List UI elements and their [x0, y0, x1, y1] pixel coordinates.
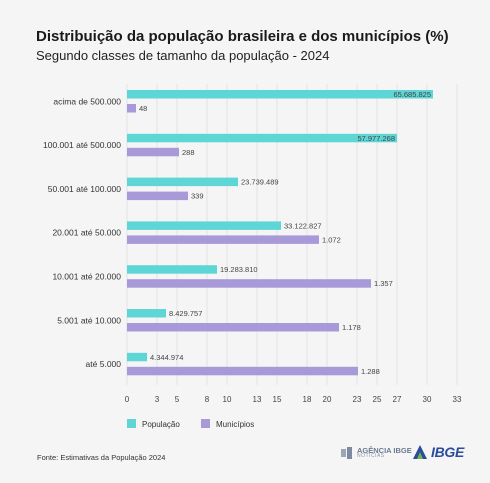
x-tick-label: 18: [303, 395, 312, 404]
category-label: 5.001 até 10.000: [57, 315, 121, 325]
x-tick-label: 8: [205, 395, 210, 404]
chart-title: Distribuição da população brasileira e d…: [36, 28, 449, 45]
bar-municipios: [127, 104, 136, 113]
x-tick-label: 5: [175, 395, 180, 404]
x-tick-label: 33: [453, 395, 462, 404]
data-label: 33.122.827: [284, 221, 322, 230]
agencia-ibge-sub: NOTÍCIAS: [357, 453, 385, 460]
data-label: 57.977.268: [357, 134, 395, 143]
bar-populacao: [127, 90, 433, 99]
data-label: 288: [182, 148, 195, 157]
bar-populacao: [127, 265, 217, 274]
legend-swatch: [201, 419, 210, 428]
bar-populacao: [127, 221, 281, 230]
legend: População Municípios: [127, 419, 254, 429]
bar-municipios: [127, 279, 371, 288]
gridlines: [126, 84, 458, 385]
bar-populacao: [127, 133, 397, 143]
bar-municipios: [127, 191, 188, 201]
agencia-ibge-logo: AGÊNCIA IBGE NOTÍCIAS: [340, 446, 412, 460]
data-label: 1.072: [322, 235, 341, 244]
x-tick-label: 27: [393, 395, 402, 404]
data-labels: 65.685.825 48 57.977.268 288 23.739.489 339 33…: [139, 90, 431, 376]
x-tick-label: 23: [353, 395, 362, 404]
data-label: 23.739.489: [241, 178, 279, 187]
ibge-wordmark: IBGE: [431, 444, 465, 460]
data-label: 48: [139, 104, 147, 113]
data-label: 8.429.757: [169, 309, 202, 318]
category-label: 20.001 até 50.000: [52, 228, 121, 238]
x-tick-label: 13: [253, 395, 262, 404]
category-labels: acima de 500.000 100.001 até 500.000 50.00…: [43, 96, 121, 369]
legend-swatch: [127, 419, 136, 428]
data-label: 1.357: [374, 279, 393, 288]
x-tick-label: 15: [273, 395, 282, 404]
legend-label: Municípios: [216, 420, 254, 429]
data-label: 1.178: [342, 323, 361, 332]
data-label: 339: [191, 192, 204, 201]
data-label: 19.283.810: [220, 265, 258, 274]
bar-municipios: [127, 323, 339, 332]
bars: [127, 90, 433, 376]
bar-populacao: [127, 352, 147, 362]
bar-populacao: [127, 177, 238, 187]
x-axis-ticks: 0 3 5 8 10 13 15 18 20 23 25 27 30 33: [125, 395, 462, 404]
chart-subtitle: Segundo classes de tamanho da população …: [36, 48, 330, 63]
category-label: 10.001 até 20.000: [52, 271, 121, 281]
data-label: 65.685.825: [393, 90, 431, 99]
agencia-ibge-icon: [341, 447, 352, 459]
bar-municipios: [127, 235, 319, 244]
data-label: 1.288: [361, 367, 380, 376]
x-tick-label: 20: [323, 395, 332, 404]
x-tick-label: 10: [223, 395, 232, 404]
bar-municipios: [127, 366, 358, 376]
category-label: 100.001 até 500.000: [43, 140, 121, 150]
x-tick-label: 0: [125, 395, 130, 404]
x-tick-label: 3: [155, 395, 160, 404]
ibge-logo: IBGE: [412, 444, 464, 460]
bar-populacao: [127, 309, 166, 318]
agencia-ibge-name: AGÊNCIA IBGE: [357, 445, 412, 455]
bar-municipios: [127, 147, 179, 157]
category-label: 50.001 até 100.000: [48, 184, 122, 194]
category-label: até 5.000: [86, 359, 122, 369]
source-note: Fonte: Estimativas da População 2024: [37, 453, 166, 462]
ibge-icon: [413, 445, 427, 459]
x-tick-label: 30: [423, 395, 432, 404]
legend-label: População: [142, 420, 180, 429]
data-label: 4.344.974: [150, 353, 183, 362]
category-label: acima de 500.000: [53, 96, 121, 106]
x-tick-label: 25: [373, 395, 382, 404]
